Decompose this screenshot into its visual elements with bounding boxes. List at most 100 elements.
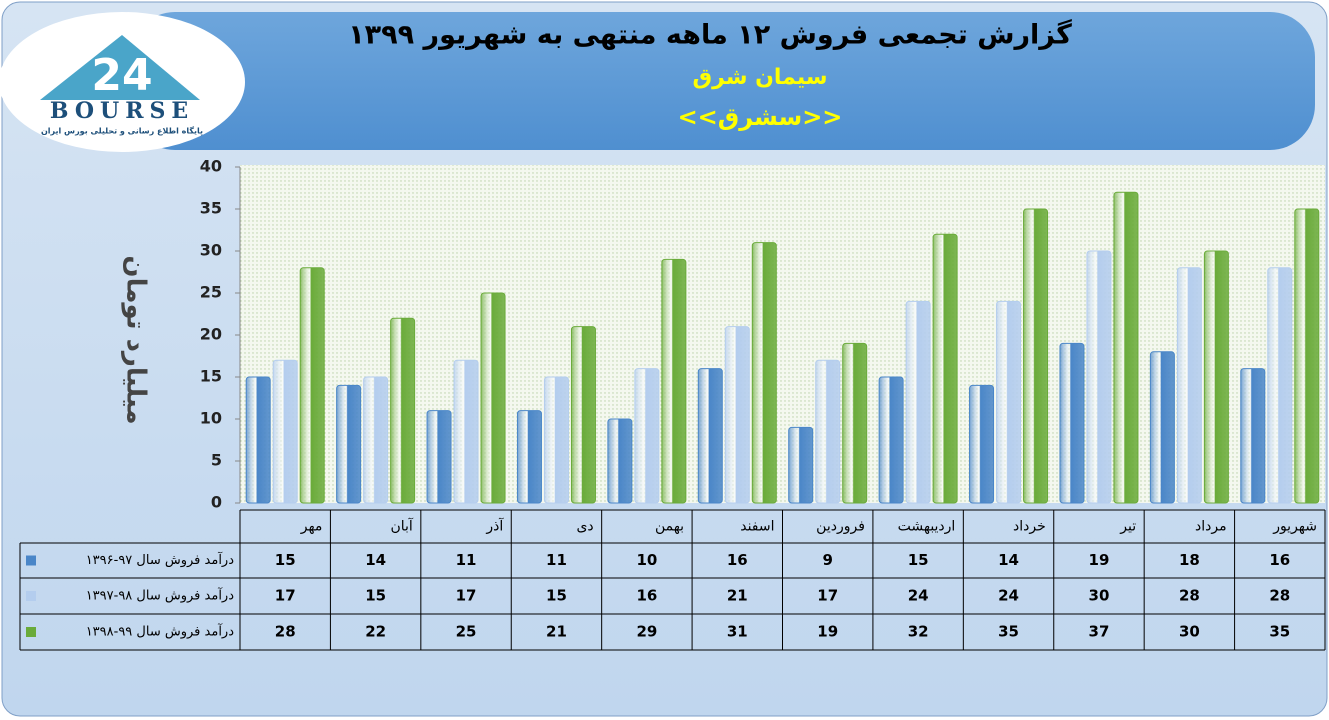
bar xyxy=(751,242,777,504)
table-cell: 37 xyxy=(1089,623,1110,641)
bar xyxy=(543,376,569,504)
y-tick-label: 20 xyxy=(200,325,222,344)
table-cell: 28 xyxy=(1269,587,1290,605)
table-cell: 35 xyxy=(998,623,1019,641)
y-tick-label: 25 xyxy=(200,283,222,302)
bar xyxy=(1086,250,1112,504)
bar xyxy=(480,292,506,504)
x-tick-label: دی xyxy=(576,519,593,535)
bar xyxy=(299,267,325,504)
legend-label: درآمد فروش سال ۹۹-۱۳۹۸ xyxy=(86,623,235,640)
bar xyxy=(607,418,633,504)
table-cell: 15 xyxy=(546,587,567,605)
subtitle: سیمان شرق xyxy=(692,65,827,90)
table-cell: 32 xyxy=(908,623,929,641)
bar xyxy=(272,359,298,504)
logo-shape xyxy=(40,35,200,100)
bar xyxy=(1267,267,1293,504)
legend-swatch xyxy=(26,555,36,566)
y-axis-label: میلیارد تومان xyxy=(121,255,151,424)
bar xyxy=(245,376,271,504)
bar xyxy=(905,300,931,504)
bar xyxy=(363,376,389,504)
bar xyxy=(842,342,868,504)
legend-swatch xyxy=(26,627,36,637)
x-tick-label: اردیبهشت xyxy=(898,519,956,535)
y-tick-label: 35 xyxy=(200,199,222,218)
table-cell: 16 xyxy=(1269,551,1290,569)
table-cell: 16 xyxy=(727,551,748,569)
logo-name: BOURSE xyxy=(50,98,194,124)
legend-label: درآمد فروش سال ۹۸-۱۳۹۷ xyxy=(86,587,235,604)
logo-mark: 24 xyxy=(91,50,152,101)
table-cell: 30 xyxy=(1089,587,1110,605)
table-cell: 28 xyxy=(1179,587,1200,605)
table-cell: 10 xyxy=(636,551,657,569)
bar xyxy=(1149,351,1175,504)
bar xyxy=(390,317,416,504)
bar xyxy=(932,233,958,504)
x-tick-label: خرداد xyxy=(1013,519,1046,535)
x-tick-label: تیر xyxy=(1119,519,1136,535)
y-tick-label: 10 xyxy=(200,409,222,428)
table-cell: 17 xyxy=(275,587,296,605)
table-cell: 24 xyxy=(998,587,1019,605)
title: گزارش تجمعی فروش ۱۲ ماهه منتهی به شهریور… xyxy=(348,19,1072,51)
y-tick-label: 30 xyxy=(200,241,222,260)
bar xyxy=(1294,208,1320,504)
table-cell: 15 xyxy=(275,551,296,569)
banner xyxy=(130,12,1315,150)
table-cell: 15 xyxy=(365,587,386,605)
bar xyxy=(878,376,904,504)
bar xyxy=(969,384,995,504)
table-cell: 14 xyxy=(365,551,386,569)
table-cell: 14 xyxy=(998,551,1019,569)
table-cell: 22 xyxy=(365,623,386,641)
x-tick-label: فروردین xyxy=(816,519,865,535)
bar xyxy=(336,384,362,504)
x-tick-label: بهمن xyxy=(655,519,684,535)
x-tick-label: مرداد xyxy=(1195,519,1227,535)
x-tick-label: شهریور xyxy=(1272,519,1317,535)
y-tick-label: 5 xyxy=(211,451,222,470)
bar xyxy=(426,410,452,504)
table-cell: 35 xyxy=(1269,623,1290,641)
table-cell: 16 xyxy=(636,587,657,605)
bar xyxy=(661,258,687,504)
bar xyxy=(1113,191,1139,504)
plot-area xyxy=(240,165,1325,503)
table-cell: 18 xyxy=(1179,551,1200,569)
bar xyxy=(815,359,841,504)
bar xyxy=(724,326,750,504)
table-cell: 29 xyxy=(636,623,657,641)
table-cell: 21 xyxy=(727,587,748,605)
legend-swatch xyxy=(26,591,36,601)
table-cell: 31 xyxy=(727,623,748,641)
x-tick-label: آذر xyxy=(485,518,504,535)
table-cell: 17 xyxy=(817,587,838,605)
y-tick-label: 15 xyxy=(200,367,222,386)
symbol: <<سشرق>> xyxy=(678,103,843,131)
bar xyxy=(1203,250,1229,504)
table-cell: 11 xyxy=(456,551,477,569)
x-tick-label: مهر xyxy=(300,519,323,535)
bar xyxy=(697,368,723,504)
x-tick-label: آبان xyxy=(390,518,413,535)
bar xyxy=(788,426,814,504)
y-tick-label: 40 xyxy=(200,157,222,176)
bar xyxy=(570,326,596,504)
bar xyxy=(1023,208,1049,504)
table-cell: 30 xyxy=(1179,623,1200,641)
bar xyxy=(1059,342,1085,504)
y-tick-label: 0 xyxy=(211,493,222,512)
bar xyxy=(634,368,660,504)
table-cell: 17 xyxy=(456,587,477,605)
table-cell: 19 xyxy=(817,623,838,641)
x-tick-label: اسفند xyxy=(740,519,774,535)
bar xyxy=(1176,267,1202,504)
table-cell: 9 xyxy=(822,551,832,569)
table-cell: 19 xyxy=(1089,551,1110,569)
bar xyxy=(453,359,479,504)
table-cell: 15 xyxy=(908,551,929,569)
